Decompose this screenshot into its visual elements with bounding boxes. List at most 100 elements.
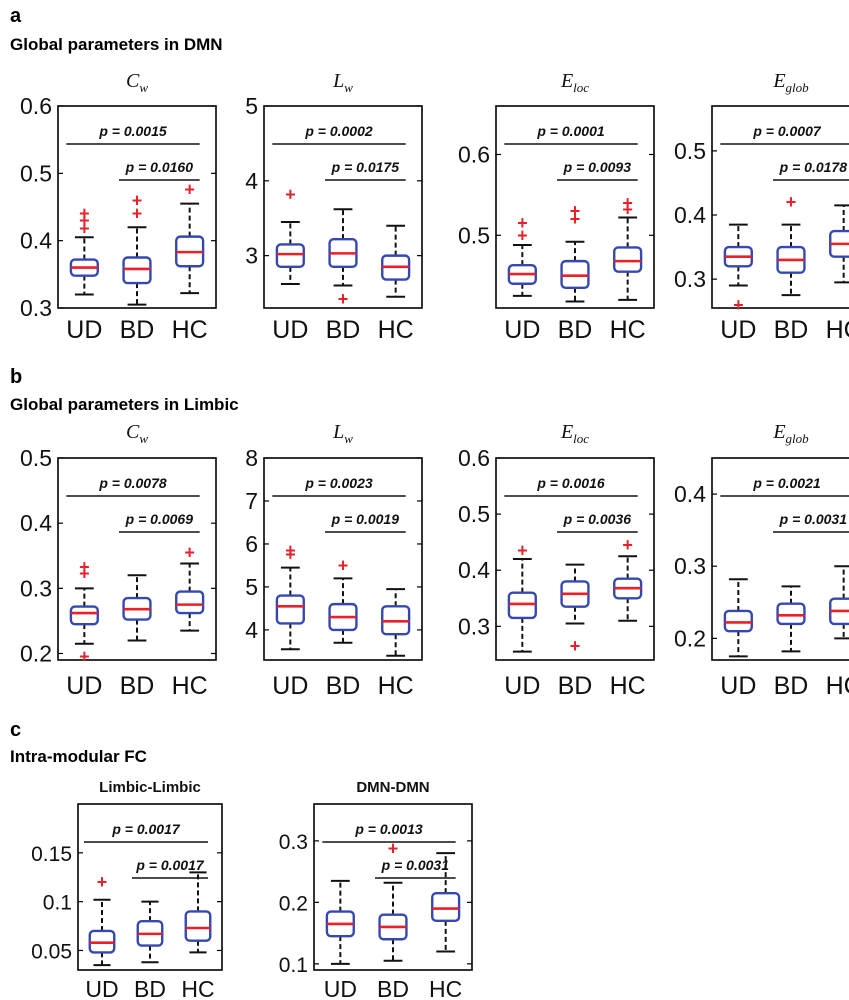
outlier-marker: + xyxy=(285,184,296,204)
x-tick-label: BD xyxy=(774,672,809,700)
axes-frame xyxy=(711,457,849,661)
box xyxy=(122,256,152,285)
axes-frame xyxy=(495,105,655,309)
y-tick-label: 0.4 xyxy=(458,557,490,583)
box xyxy=(175,590,205,615)
y-tick-label: 0.6 xyxy=(458,445,490,471)
outlier-marker: + xyxy=(79,204,90,224)
subplot-title: DMN-DMN xyxy=(356,779,429,796)
panel-title-b: Global parameters in Limbic xyxy=(10,395,239,414)
x-tick-label: BD xyxy=(558,316,593,344)
outlier-marker: + xyxy=(517,225,528,245)
y-tick-label: 0.5 xyxy=(458,501,490,527)
y-tick-label: 8 xyxy=(245,445,258,471)
panel-title-c: Intra-modular FC xyxy=(10,747,147,766)
x-tick-label: BD xyxy=(377,976,409,1000)
x-tick-label: UD xyxy=(324,976,357,1000)
outlier-marker: + xyxy=(97,872,108,892)
subplot-title: Lw xyxy=(332,421,353,446)
x-tick-label: BD xyxy=(774,316,809,344)
x-tick-label: UD xyxy=(272,672,308,700)
outlier-marker: + xyxy=(733,295,744,315)
y-tick-label: 0.3 xyxy=(458,613,490,639)
x-tick-label: HC xyxy=(378,316,414,344)
boxplot-c-9: Limbic-Limbic 0.05 0.1 0.15 UD BD HC + p = 0.001… xyxy=(31,779,223,1000)
y-tick-label: 0.4 xyxy=(674,202,706,228)
outlier-marker: + xyxy=(786,192,797,212)
x-tick-label: BD xyxy=(134,976,166,1000)
p-value-label: p = 0.0078 xyxy=(98,475,167,491)
outlier-marker: + xyxy=(622,199,633,219)
y-tick-label: 0.3 xyxy=(20,575,52,601)
outlier-marker: + xyxy=(388,838,399,858)
axes-frame xyxy=(711,105,849,309)
axes-frame xyxy=(57,105,217,309)
outlier-marker: + xyxy=(184,542,195,562)
box xyxy=(431,891,461,923)
x-tick-label: UD xyxy=(504,672,540,700)
axes-frame xyxy=(263,105,423,309)
panel-title-a: Global parameters in DMN xyxy=(10,35,223,54)
outlier-marker: + xyxy=(132,204,143,224)
panel-letter-b: b xyxy=(10,366,22,388)
axes-frame xyxy=(57,457,217,661)
y-tick-label: 0.2 xyxy=(20,640,52,666)
outlier-marker: + xyxy=(79,563,90,583)
y-tick-label: 0.4 xyxy=(20,510,52,536)
p-value-label: p = 0.0069 xyxy=(125,511,194,527)
y-tick-label: 0.3 xyxy=(674,266,706,292)
outlier-marker: + xyxy=(338,289,349,309)
subplot-title: Eglob xyxy=(772,70,809,95)
y-tick-label: 0.2 xyxy=(279,892,308,915)
x-tick-label: HC xyxy=(429,976,462,1000)
x-tick-label: UD xyxy=(85,976,118,1000)
x-tick-label: UD xyxy=(272,316,308,344)
y-tick-label: 5 xyxy=(245,574,258,600)
y-tick-label: 0.5 xyxy=(674,138,706,164)
box xyxy=(69,605,99,626)
outlier-marker: + xyxy=(285,545,296,565)
y-tick-label: 0.3 xyxy=(20,295,52,321)
p-value-label: p = 0.0013 xyxy=(354,821,423,837)
y-tick-label: 0.1 xyxy=(279,954,308,977)
y-tick-label: 0.5 xyxy=(20,160,52,186)
box xyxy=(275,243,305,269)
y-tick-label: 0.3 xyxy=(674,553,706,579)
x-tick-label: HC xyxy=(610,316,646,344)
boxplot-c-10: DMN-DMN 0.1 0.2 0.3 UD BD HC +p = 0.0013 p = 0.0… xyxy=(279,779,473,1000)
outlier-marker: + xyxy=(79,210,90,230)
p-value-label: p = 0.0178 xyxy=(779,159,848,175)
x-tick-label: UD xyxy=(66,316,102,344)
outlier-marker: + xyxy=(79,219,90,239)
p-value-label: p = 0.0019 xyxy=(331,511,400,527)
subplot-title: Lw xyxy=(332,70,353,95)
x-tick-label: HC xyxy=(172,316,208,344)
box xyxy=(275,594,305,625)
outlier-marker: + xyxy=(570,201,581,221)
box xyxy=(184,910,212,942)
subplot-title: Eloc xyxy=(560,421,589,446)
p-value-label: p = 0.0017 xyxy=(111,821,181,837)
p-value-label: p = 0.0023 xyxy=(304,475,373,491)
y-tick-label: 5 xyxy=(245,93,258,119)
y-tick-label: 0.6 xyxy=(20,93,52,119)
y-tick-label: 6 xyxy=(245,531,258,557)
outlier-marker: + xyxy=(132,190,143,210)
subplot-title: Limbic-Limbic xyxy=(99,779,201,796)
outlier-marker: + xyxy=(570,636,581,656)
subplot-title: Cw xyxy=(126,421,148,446)
x-tick-label: UD xyxy=(720,672,756,700)
p-value-label: p = 0.0031 xyxy=(779,511,848,527)
p-value-label: p = 0.0021 xyxy=(752,475,821,491)
y-tick-label: 4 xyxy=(245,617,258,643)
subplot-title: Cw xyxy=(126,70,148,95)
axes-frame xyxy=(77,803,223,971)
x-tick-label: BD xyxy=(326,316,361,344)
axes-frame xyxy=(313,803,473,971)
outlier-marker: + xyxy=(517,541,528,561)
p-value-label: p = 0.0017 xyxy=(135,857,205,873)
y-tick-label: 0.3 xyxy=(279,831,308,854)
